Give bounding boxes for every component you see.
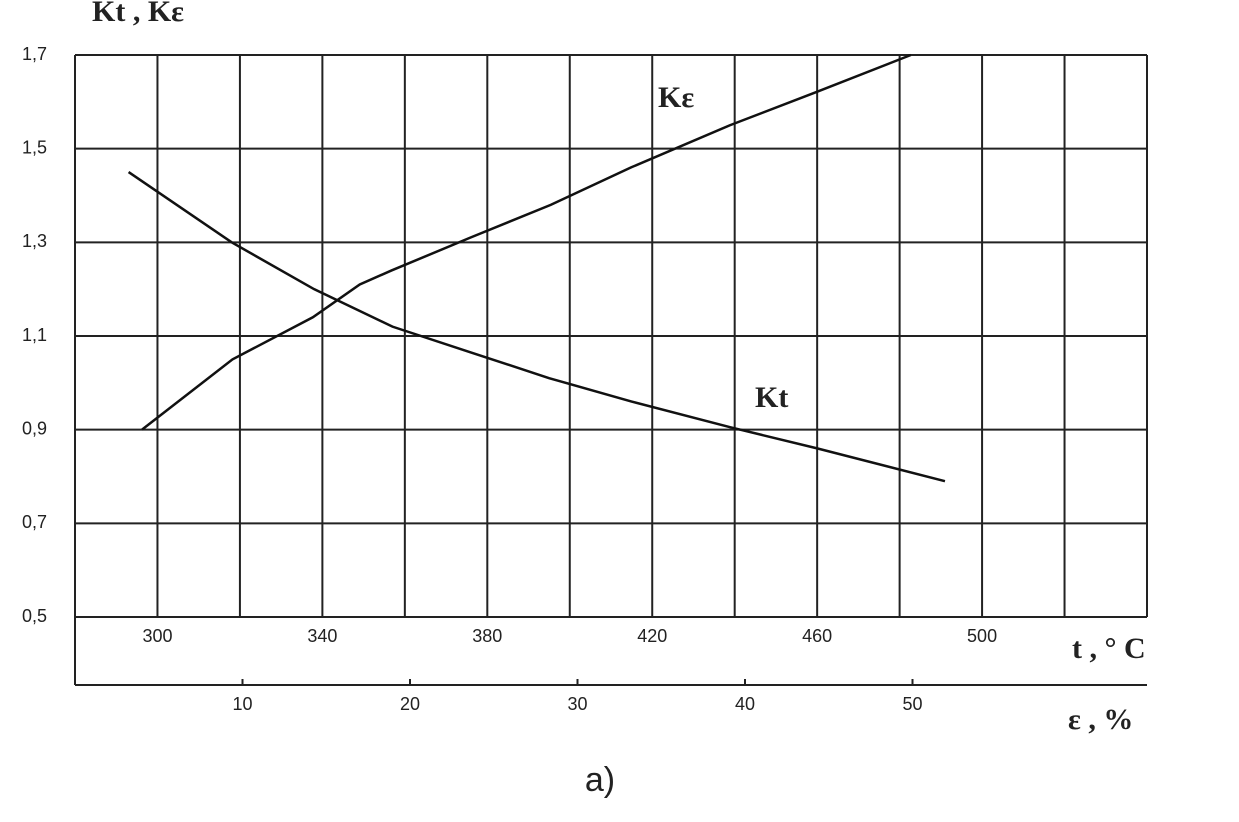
x-tick-label: 460: [802, 626, 832, 646]
x-tick-label: 300: [142, 626, 172, 646]
x-tick-label: 340: [307, 626, 337, 646]
data-line: [141, 53, 912, 431]
caption: a): [585, 761, 615, 799]
y-tick-label: 0,5: [22, 606, 47, 626]
x-axis-label: t , ° C: [1072, 632, 1146, 665]
y-tick-label: 1,1: [22, 325, 47, 345]
x2-tick-label: 30: [567, 694, 587, 714]
x2-tick-label: 20: [400, 694, 420, 714]
x-tick-label: 500: [967, 626, 997, 646]
y-tick-label: 0,7: [22, 512, 47, 532]
data-line: [127, 171, 946, 483]
y-axis-label: Kt , Kε: [92, 0, 184, 28]
x2-axis-label: ε , %: [1068, 703, 1133, 736]
y-tick-label: 1,7: [22, 44, 47, 64]
x2-tick-label: 10: [232, 694, 252, 714]
series-label: Kε: [658, 81, 694, 114]
series-label: Kt: [755, 381, 788, 414]
x-tick-label: 420: [637, 626, 667, 646]
y-tick-label: 1,5: [22, 137, 47, 157]
x-tick-label: 380: [472, 626, 502, 646]
y-tick-label: 1,3: [22, 231, 47, 251]
x2-tick-label: 40: [735, 694, 755, 714]
y-tick-label: 0,9: [22, 418, 47, 438]
x2-tick-label: 50: [902, 694, 922, 714]
